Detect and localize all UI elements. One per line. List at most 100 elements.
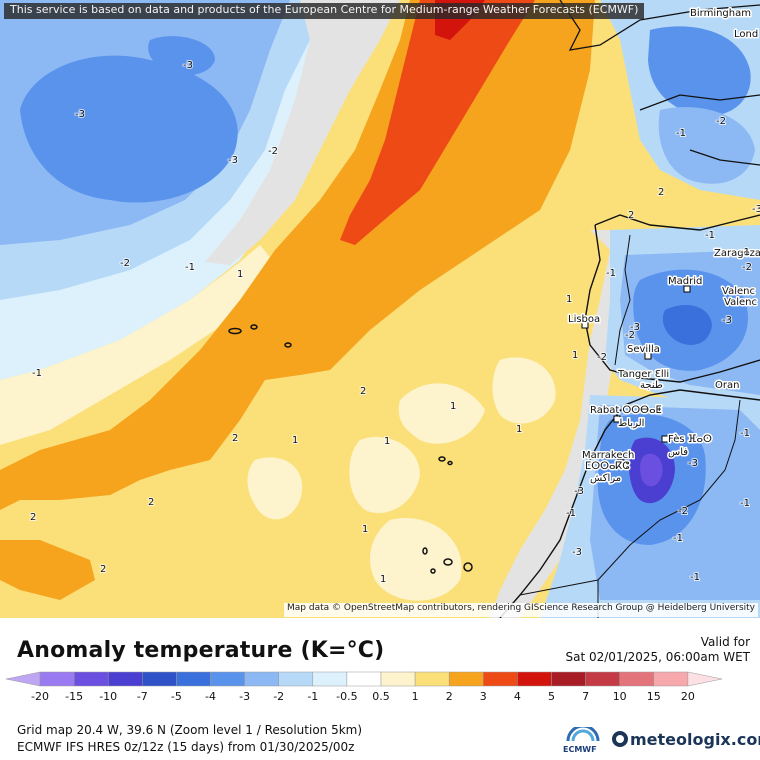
anomaly-band-minus-2-north <box>648 26 751 116</box>
city-marker <box>613 415 621 423</box>
color-scale-tick-label: 5 <box>548 690 555 703</box>
anomaly-band-1-south-e <box>370 518 462 601</box>
color-scale-swatch <box>107 671 143 687</box>
contour-label: -2 <box>716 116 726 127</box>
color-scale-swatch <box>687 671 723 687</box>
anomaly-band-3 <box>340 0 535 245</box>
legend-title: Anomaly temperature (K=°C) <box>17 638 385 663</box>
color-scale-tick-label: 3 <box>480 690 487 703</box>
city-label: Valenc <box>722 286 755 297</box>
city-marker <box>661 435 669 443</box>
anomaly-band-1-south-d <box>247 457 303 520</box>
contour-labels: -3 -3 -3 -2 -2 -1 -1 1 1 1 1 1 1 1 2 2 2… <box>29 59 760 586</box>
contour-label: -3 <box>183 60 193 71</box>
city-labels: Birmingham Lond Zaragoza Madrid Valenc V… <box>567 7 760 486</box>
contour-label: -1 <box>740 498 750 509</box>
contour-label: 1 <box>237 269 243 280</box>
contour-label: 2 <box>100 564 106 575</box>
contour-label: 1 <box>516 424 522 435</box>
contour-label: 1 <box>292 435 298 446</box>
contour-label: -2 <box>625 330 635 341</box>
contour-label: 1 <box>380 574 386 585</box>
valid-for-label: Valid for <box>700 635 750 649</box>
border-western-sahara <box>519 579 599 596</box>
contour-label: -2 <box>597 352 607 363</box>
color-scale-swatch <box>448 671 484 687</box>
city-marker <box>644 352 652 360</box>
contour-label: -1 <box>676 128 686 139</box>
color-scale-tick-label: -5 <box>171 690 182 703</box>
color-scale-tick-label: 15 <box>647 690 661 703</box>
coastline-north <box>559 0 760 166</box>
contour-label: -3 <box>572 547 582 558</box>
contour-label: 2 <box>30 512 36 523</box>
anomaly-band-minus-3-west <box>20 55 238 203</box>
city-label: Lisboa <box>568 314 600 325</box>
contour-label: -3 <box>75 109 85 120</box>
contour-label: -3 <box>228 155 238 166</box>
temperature-anomaly-map[interactable]: Birmingham Lond Zaragoza Madrid Valenc V… <box>0 0 760 618</box>
color-scale-tick-label: 10 <box>613 690 627 703</box>
color-scale-tick-label: 2 <box>446 690 453 703</box>
city-label: الرباط <box>618 418 644 429</box>
ecmwf-logo-text: ECMWF <box>563 745 597 754</box>
contour-label: -1 <box>690 572 700 583</box>
contour-label: -1 <box>740 428 750 439</box>
color-scale-bar: -20 -15 -10 -7 -5 -4 -3 -2 -1 -0.5 0.5 1 2 3 4 5 7 10 15 20 <box>5 671 723 703</box>
city-label: ⵎⵔⵔⴰⴽⵛ <box>585 461 629 472</box>
coastline-iberia <box>584 214 760 383</box>
contour-label: -1 <box>566 508 576 519</box>
contour-label: 2 <box>232 433 238 444</box>
color-scale-tick-label: 0.5 <box>372 690 390 703</box>
anomaly-band-minus-1-france <box>658 106 755 184</box>
contour-label: 2 <box>148 497 154 508</box>
color-scale-swatch <box>585 671 620 687</box>
city-label: مراكش <box>590 473 621 484</box>
anomaly-band-2-sw <box>0 540 95 600</box>
contour-label: 1 <box>572 350 578 361</box>
contour-label: -1 <box>606 268 616 279</box>
grid-map-info: Grid map 20.4 W, 39.6 N (Zoom level 1 / … <box>17 723 363 737</box>
color-scale-tick-label: -0.5 <box>336 690 357 703</box>
contour-label: -2 <box>742 262 752 273</box>
contour-label: 2 <box>360 386 366 397</box>
meteologix-mark-icon <box>612 731 628 747</box>
color-scale-swatch <box>380 671 416 687</box>
contour-label: -1 <box>705 230 715 241</box>
ecmwf-logo <box>566 727 600 742</box>
contour-label: 1 <box>362 524 368 535</box>
color-scale-swatch <box>483 671 518 687</box>
city-label: Rabat ⵔⵔⴱⴰⵟ <box>590 405 662 416</box>
color-scale-swatch <box>346 671 382 687</box>
color-scale-swatch <box>517 671 552 687</box>
city-label: Tanger Ɛlli <box>617 369 669 380</box>
ecmwf-service-notice: This service is based on data and produc… <box>4 3 645 19</box>
city-label: Fès ⴼⴰⵙ <box>668 433 712 445</box>
color-scale-swatch <box>244 671 279 687</box>
contour-label: 2 <box>628 210 634 221</box>
city-marker <box>683 285 691 293</box>
anomaly-band-minus-4-iberia <box>662 305 712 345</box>
color-scale-swatch <box>39 671 75 687</box>
contour-label: -2 <box>120 258 130 269</box>
color-scale-tick-label: -20 <box>31 690 49 703</box>
contour-label: -3 <box>574 486 584 497</box>
color-scale-tick-label: -1 <box>307 690 318 703</box>
contour-label: -3 <box>752 204 760 215</box>
color-scale-swatch <box>73 671 109 687</box>
anomaly-band-minus-3-north <box>148 36 215 76</box>
city-label: Marrakech <box>582 450 634 461</box>
anomaly-band-near-zero <box>205 0 400 265</box>
meteologix-logo[interactable]: meteologix.com <box>612 730 760 749</box>
city-label: Lond <box>734 29 758 40</box>
border-spain-portugal <box>614 234 631 366</box>
contour-label: 1 <box>384 436 390 447</box>
color-scale-tick-label: -15 <box>65 690 83 703</box>
contour-label: 1 <box>450 401 456 412</box>
color-scale-swatch <box>551 671 586 687</box>
contour-label: 1 <box>566 294 572 305</box>
color-scale-tick-label: -3 <box>239 690 250 703</box>
model-run-info: ECMWF IFS HRES 0z/12z (15 days) from 01/… <box>17 740 355 754</box>
coastline-morocco <box>499 389 760 618</box>
color-scale-swatch <box>312 671 348 687</box>
